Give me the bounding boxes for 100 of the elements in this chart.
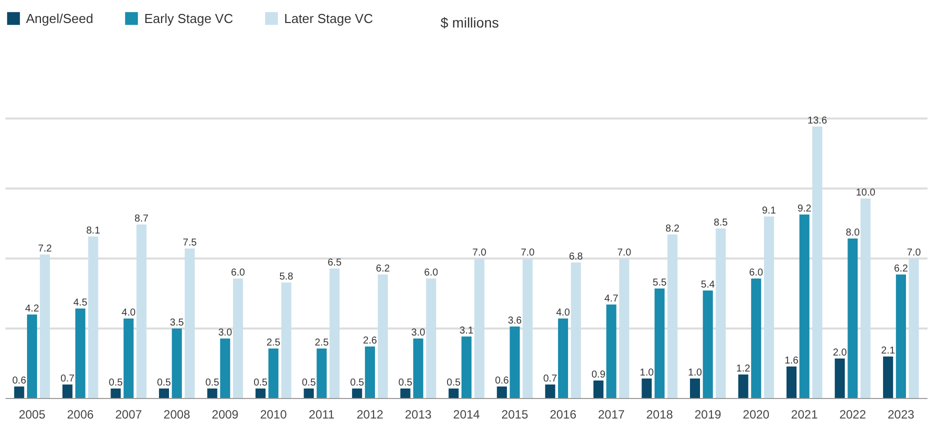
data-label: 0.5 [254,378,268,388]
data-label: 7.0 [617,248,632,258]
data-label: 4.2 [25,304,40,314]
bar [426,278,436,398]
data-label: 2.5 [266,338,281,348]
bar [378,274,388,398]
bar [207,388,218,398]
bar [256,388,266,398]
data-label: 6.2 [894,264,908,274]
data-label: 6.5 [328,258,342,268]
data-label: 0.6 [12,376,27,386]
x-tick-label: 2009 [212,408,239,421]
data-label: 8.7 [134,214,149,224]
bar [545,384,556,398]
data-label: 1.0 [688,368,702,378]
bar [220,338,230,398]
x-tick-label: 2014 [453,408,480,421]
bar [330,268,340,398]
data-label: 6.8 [568,252,584,262]
data-label: 6.0 [424,268,438,278]
bar [908,258,919,398]
bar [522,258,533,398]
bar [496,386,507,398]
annotation: $ millions [440,14,499,30]
data-label: 8.1 [86,226,101,236]
bar [558,318,568,398]
data-label: 4.5 [73,298,88,308]
data-label: 1.6 [784,356,799,366]
x-tick-label: 2008 [164,408,191,421]
data-label: 0.5 [398,378,413,388]
bar [14,386,24,398]
data-label: 6.2 [376,264,390,274]
data-label: 1.2 [736,364,751,374]
x-tick-label: 2006 [66,408,94,421]
bar [860,198,871,398]
x-tick-label: 2017 [598,408,625,421]
x-tick-label: 2022 [839,408,866,421]
data-label: 0.5 [350,378,364,388]
data-label: 2.1 [881,346,896,356]
bar [364,346,375,398]
bar [281,282,292,398]
bar [474,258,484,398]
data-label: 4.0 [122,308,136,318]
x-tick-label: 2020 [742,408,770,421]
data-label: 0.5 [157,378,172,388]
bar [848,238,858,398]
data-label: 3.6 [508,316,522,326]
legend-label: Early Stage VC [144,10,234,26]
data-label: 3.1 [460,326,474,336]
bar [667,234,678,398]
data-label: 2.0 [832,348,848,358]
x-tick-label: 2016 [550,408,577,421]
bar [738,374,748,398]
bar [461,336,472,398]
x-tick-label: 2015 [501,408,528,421]
bar [172,328,182,398]
bar [124,318,134,398]
x-tick-label: 2010 [260,408,288,421]
data-label: 0.5 [205,378,220,388]
bar [316,348,327,398]
bar [448,388,459,398]
bar [110,388,121,398]
data-label: 3.0 [218,328,233,338]
bar [786,366,797,398]
data-label: 9.2 [797,204,812,214]
data-label: 2.5 [314,338,330,348]
bar [75,308,86,398]
legend-label: Later Stage VC [284,10,373,26]
bar [764,216,774,398]
x-tick-label: 2007 [115,408,142,421]
bar [27,314,38,398]
data-label: 3.0 [411,328,426,338]
bar [570,262,581,398]
data-label: 9.1 [762,206,776,216]
bar [352,388,362,398]
bar [593,380,604,398]
x-tick-label: 2023 [888,408,915,421]
x-tick-label: 2005 [18,408,46,421]
bar [88,236,98,398]
bar [62,384,72,398]
data-label: 4.7 [604,294,619,304]
data-label: 8.0 [846,228,860,238]
data-label: 4.0 [556,308,570,318]
x-tick-label: 2019 [694,408,722,421]
data-label: 7.5 [182,238,198,248]
bar [702,290,713,398]
data-label: 7.0 [520,248,536,258]
data-label: 8.2 [666,224,680,234]
data-label: 13.6 [808,116,828,126]
bar [799,214,810,398]
bar [896,274,906,398]
bar [510,326,520,398]
bar [812,126,822,398]
data-label: 0.5 [108,378,124,388]
bar [834,358,845,398]
bar [716,228,726,398]
data-label: 0.6 [494,376,510,386]
legend-label: Angel/Seed [26,10,94,26]
data-label: 0.7 [60,374,75,384]
bar [642,378,652,398]
